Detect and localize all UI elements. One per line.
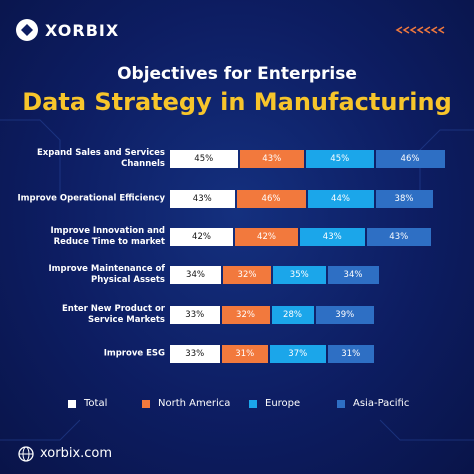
value-label: 46% <box>261 194 281 204</box>
bar-segment: 43% <box>170 190 235 208</box>
category-label: Improve Operational Efficiency <box>17 193 165 204</box>
bar-segment: 34% <box>327 266 379 284</box>
footer-url: xorbix.com <box>40 446 113 461</box>
value-label: 46% <box>400 154 420 164</box>
value-label: 32% <box>236 310 255 320</box>
bar-segment: 45% <box>170 150 238 168</box>
bar-segment: 45% <box>306 150 374 168</box>
value-label: 42% <box>192 232 211 242</box>
bar-segment: 34% <box>170 266 221 284</box>
bar-segment: 39% <box>315 306 374 324</box>
bar-segment: 46% <box>236 190 306 208</box>
category-label: Enter New Product or Service Markets <box>61 304 165 325</box>
value-label: 38% <box>394 194 414 204</box>
value-label: 33% <box>185 310 205 320</box>
value-label: 45% <box>194 154 214 164</box>
bar-segment: 28% <box>271 306 314 324</box>
category-label: Improve Maintenance of Physical Assets <box>48 264 165 285</box>
value-label: 42% <box>257 232 276 242</box>
legend-label: North America <box>158 398 231 409</box>
bar-segment: 43% <box>300 228 365 246</box>
legend-label: Europe <box>265 398 301 409</box>
bar-segment: 37% <box>270 345 326 363</box>
value-label: 31% <box>235 349 255 359</box>
bar-segment: 46% <box>375 150 445 168</box>
value-label: 39% <box>335 310 355 320</box>
bar-segment: 38% <box>375 190 433 208</box>
legend-swatch <box>337 400 345 408</box>
bar-segment: 33% <box>170 345 220 363</box>
bar-segment: 43% <box>366 228 431 246</box>
chart-title: Objectives for Enterprise <box>117 64 357 84</box>
legend-swatch <box>142 400 150 408</box>
bar-segment: 31% <box>327 345 374 363</box>
value-label: 43% <box>389 232 409 242</box>
value-label: 31% <box>341 349 361 359</box>
value-label: 32% <box>237 270 257 280</box>
value-label: 43% <box>322 232 342 242</box>
bar-segment: 42% <box>235 228 298 246</box>
category-label: Improve Innovation and Reduce Time to ma… <box>50 226 165 247</box>
value-label: 34% <box>343 270 363 280</box>
legend-label: Total <box>84 398 108 409</box>
bar-segment: 32% <box>221 306 270 324</box>
value-label: 28% <box>283 310 302 320</box>
value-label: 33% <box>185 349 205 359</box>
category-label: Expand Sales and Services Channels <box>37 148 165 169</box>
legend-label: Asia-Pacific <box>353 398 410 409</box>
bar-segment: 42% <box>170 228 233 246</box>
value-label: 43% <box>192 194 212 204</box>
bar-segment: 32% <box>223 266 271 284</box>
bar-segment: 43% <box>239 150 304 168</box>
bar-segment: 35% <box>273 266 326 284</box>
brand: XORBIX <box>45 21 120 40</box>
value-label: 43% <box>262 154 282 164</box>
bar-segment: 44% <box>307 190 374 208</box>
value-label: 37% <box>288 349 308 359</box>
value-label: 34% <box>186 270 205 280</box>
value-label: 44% <box>331 194 350 204</box>
legend-swatch <box>249 400 257 408</box>
bar-segment: 31% <box>221 345 268 363</box>
value-label: 35% <box>289 270 309 280</box>
bar-segment: 33% <box>170 306 220 324</box>
legend-swatch <box>68 400 76 408</box>
value-label: 45% <box>330 154 350 164</box>
chart-subtitle: Data Strategy in Manufacturing <box>22 88 452 116</box>
category-label: Improve ESG <box>103 348 165 359</box>
